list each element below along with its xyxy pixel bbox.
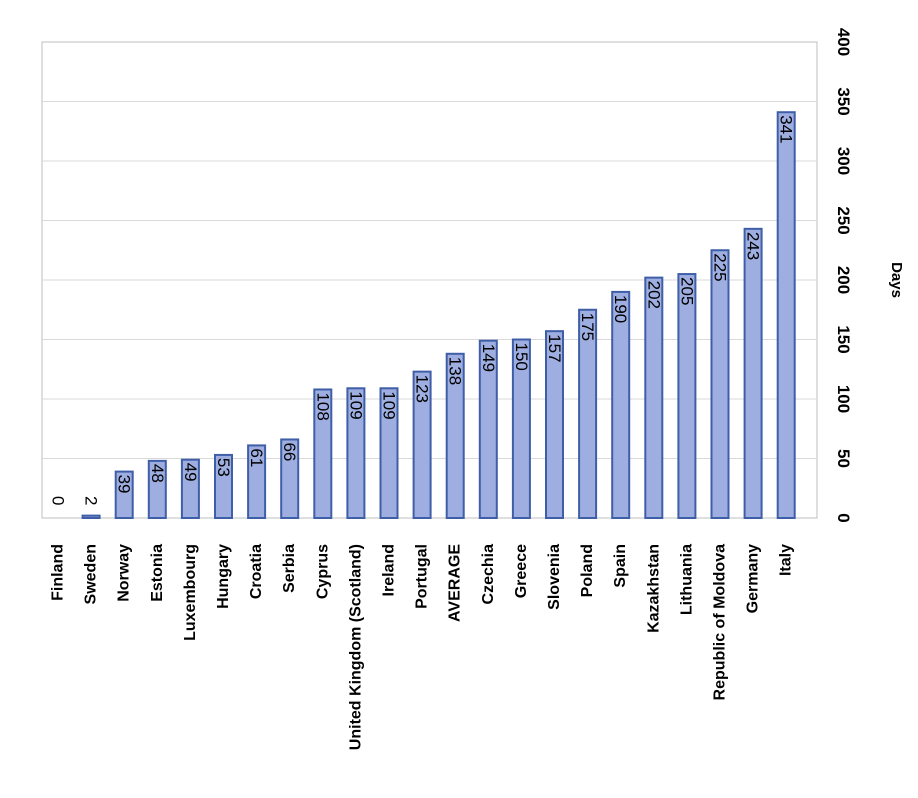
bar bbox=[677, 273, 697, 519]
bar bbox=[81, 514, 101, 519]
y-tick-label: 350 bbox=[834, 87, 853, 115]
bar bbox=[743, 227, 763, 520]
category-label: Cyprus bbox=[314, 544, 331, 599]
bar bbox=[313, 388, 333, 520]
data-label: 39 bbox=[115, 475, 134, 494]
data-label: 202 bbox=[644, 281, 663, 309]
data-label: 108 bbox=[313, 392, 332, 420]
data-label: 190 bbox=[611, 295, 630, 323]
category-label: Estonia bbox=[149, 544, 166, 602]
data-label: 243 bbox=[744, 232, 763, 260]
bar bbox=[445, 352, 465, 519]
data-label: 157 bbox=[545, 334, 564, 362]
data-label: 61 bbox=[247, 448, 266, 467]
category-label: Greece bbox=[513, 544, 530, 598]
category-label: Sweden bbox=[83, 544, 100, 604]
data-label: 225 bbox=[711, 253, 730, 281]
data-label: 123 bbox=[413, 375, 432, 403]
data-label: 66 bbox=[280, 442, 299, 461]
bar bbox=[247, 444, 267, 519]
category-label: Lithuania bbox=[678, 544, 695, 615]
data-label: 109 bbox=[346, 391, 365, 419]
bar bbox=[379, 387, 399, 520]
y-tick-label: 150 bbox=[834, 325, 853, 353]
category-label: Croatia bbox=[248, 544, 265, 599]
bar bbox=[180, 458, 200, 520]
y-tick-label: 300 bbox=[834, 147, 853, 175]
bar bbox=[280, 438, 300, 519]
y-tick-label: 50 bbox=[834, 449, 853, 468]
bar bbox=[478, 339, 498, 519]
y-tick-label: 0 bbox=[834, 513, 853, 522]
y-axis-label: Days bbox=[888, 262, 905, 298]
category-label: Finland bbox=[50, 544, 67, 601]
bar bbox=[511, 338, 531, 519]
category-label: Germany bbox=[745, 544, 762, 613]
category-label: Ireland bbox=[381, 544, 398, 596]
y-tick-label: 250 bbox=[834, 206, 853, 234]
data-label: 341 bbox=[777, 115, 796, 143]
bar bbox=[147, 459, 167, 520]
bar bbox=[611, 290, 631, 519]
data-label: 0 bbox=[49, 496, 68, 505]
y-tick-label: 400 bbox=[834, 28, 853, 56]
bar bbox=[710, 249, 730, 519]
data-label: 49 bbox=[181, 463, 200, 482]
category-label: Serbia bbox=[281, 544, 298, 593]
category-label: Spain bbox=[612, 544, 629, 588]
data-label: 149 bbox=[479, 344, 498, 372]
data-label: 205 bbox=[677, 277, 696, 305]
bar bbox=[114, 470, 134, 519]
data-label: 48 bbox=[148, 464, 167, 483]
category-label: Portugal bbox=[414, 544, 431, 609]
bar bbox=[644, 276, 664, 519]
bar bbox=[214, 453, 233, 519]
category-label: Italy bbox=[778, 544, 795, 576]
bar bbox=[412, 370, 432, 519]
data-label: 2 bbox=[82, 496, 101, 505]
data-label: 138 bbox=[446, 357, 465, 385]
category-label: Czechia bbox=[480, 544, 497, 605]
category-label: Hungary bbox=[215, 544, 232, 609]
category-label: Slovenia bbox=[546, 544, 563, 610]
data-label: 53 bbox=[214, 458, 233, 477]
data-label: 175 bbox=[578, 313, 597, 341]
category-label: Norway bbox=[116, 544, 133, 602]
bar bbox=[578, 308, 598, 519]
category-label: Poland bbox=[579, 544, 596, 597]
y-tick-label: 100 bbox=[834, 385, 853, 413]
data-label: 150 bbox=[512, 343, 531, 371]
bar bbox=[346, 387, 366, 520]
category-label: United Kingdom (Scotland) bbox=[347, 544, 364, 750]
data-label: 109 bbox=[380, 391, 399, 419]
category-label: Republic of Moldova bbox=[712, 544, 729, 701]
bar bbox=[776, 111, 796, 520]
bar bbox=[545, 330, 564, 520]
category-label: Luxembourg bbox=[182, 544, 199, 641]
category-label: AVERAGE bbox=[447, 544, 464, 622]
y-tick-label: 200 bbox=[834, 266, 853, 294]
category-label: Kazakhstan bbox=[645, 544, 662, 633]
